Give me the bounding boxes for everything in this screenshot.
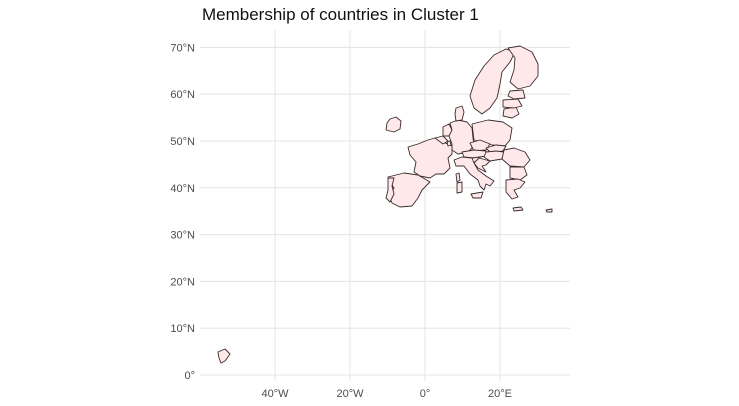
lat-tick-label: 0° [184, 370, 195, 382]
country-estonia [507, 89, 526, 100]
country-ireland [385, 116, 402, 133]
country-austria [461, 149, 487, 159]
lon-tick-label: 20°W [336, 388, 364, 400]
country-cyprus [545, 208, 553, 213]
country-romania [501, 147, 531, 168]
gridlines [200, 30, 570, 381]
country-latvia [502, 98, 523, 109]
lon-tick-label: 20°E [488, 388, 512, 400]
map-title: Membership of countries in Cluster 1 [202, 5, 479, 24]
country-lithuania [502, 106, 520, 119]
lat-tick-label: 60°N [170, 89, 195, 101]
country-french-guiana [217, 348, 231, 364]
country-finland [507, 45, 539, 90]
lat-tick-label: 10°N [170, 323, 195, 335]
country-italy [453, 156, 495, 191]
country-italy-sicily [470, 191, 484, 199]
country-greece [505, 178, 526, 200]
country-germany [448, 119, 475, 155]
lat-tick-label: 50°N [170, 136, 195, 148]
lon-tick-label: 40°W [261, 388, 289, 400]
country-france-corsica [455, 172, 461, 183]
country-hungary [483, 150, 505, 162]
longitude-tick-labels: 40°W 20°W 0° 20°E [261, 388, 512, 400]
lon-tick-label: 0° [420, 388, 431, 400]
lat-tick-label: 40°N [170, 183, 195, 195]
lat-tick-label: 30°N [170, 230, 195, 242]
country-luxembourg [446, 140, 452, 147]
lat-tick-label: 20°N [170, 276, 195, 288]
country-bulgaria [509, 166, 528, 181]
country-portugal [385, 177, 395, 203]
country-france [407, 137, 453, 179]
country-italy-sardinia [456, 181, 463, 194]
latitude-tick-labels: 0° 10°N 20°N 30°N 40°N 50°N 60°N 70°N [170, 42, 195, 382]
country-sweden [469, 48, 516, 115]
country-denmark [454, 105, 465, 122]
cluster-1-countries [217, 45, 553, 364]
country-greece-crete [512, 206, 524, 212]
lat-tick-label: 70°N [170, 42, 195, 54]
country-belgium [434, 135, 449, 145]
